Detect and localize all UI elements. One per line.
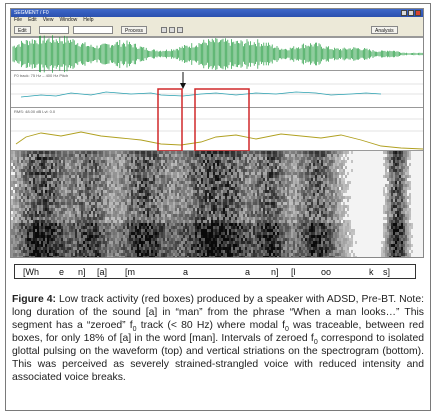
toolbar-field-1[interactable] [39,26,69,34]
segment-label: s] [383,267,391,277]
figure-caption: Figure 4: Low track activity (red boxes)… [12,293,424,384]
segment-label: k [369,267,374,277]
menu-item-edit[interactable]: Edit [28,17,37,23]
caption-text: was traceable, between red boxes, for on… [12,320,424,344]
arrow-down-icon [180,72,186,89]
segment-label: a [183,267,189,277]
power-panel-label: RMS: 48.00 dB Lvl: 0.0 [14,109,56,114]
toolbar-icon-2[interactable] [169,27,175,33]
red-box-left [157,88,183,152]
segment-label: n] [271,267,279,277]
segment-label: e [59,267,65,277]
segment-label: [l [291,267,296,277]
menu-bar: File Edit View Window Help [11,17,423,24]
menu-item-file[interactable]: File [14,17,23,23]
segment-transcription: [Wh e n] [a] [m a a n] [l oo k s] [14,264,416,279]
menu-item-help[interactable]: Help [83,17,94,23]
window-title: SEGMENT / F0 [14,10,49,16]
f0-panel-label: F0 track: 75 Hz – 400 Hz Pitch [14,73,69,78]
segment-label: n] [78,267,86,277]
toolbar-icon-1[interactable] [161,27,167,33]
minimize-button[interactable] [401,10,407,16]
toolbar-process-button[interactable]: Process [121,26,148,34]
segment-label: oo [321,267,332,277]
toolbar: Edit Process Analysis [11,24,423,37]
f0-track-line [20,91,382,98]
caption-text: correspond to isolated glottal pulsing o… [12,333,425,383]
window-titlebar: SEGMENT / F0 [11,9,423,17]
signal-panels [11,35,423,152]
caption-subscript: 0 [132,326,137,334]
caption-subscript: 0 [284,326,289,334]
segment-label: [a] [97,267,108,277]
menu-item-window[interactable]: Window [59,17,78,23]
analysis-window: SEGMENT / F0 File Edit View Window Help … [10,8,424,258]
maximize-button[interactable] [408,10,414,16]
menu-item-view[interactable]: View [42,17,54,23]
segment-label: [Wh [23,267,40,277]
power-track-line [15,131,423,150]
caption-text: track (< 80 Hz) where modal f [136,320,285,331]
toolbar-field-2[interactable] [73,26,113,34]
caption-subscript: 0 [313,339,318,347]
segment-label: a [245,267,251,277]
toolbar-analysis-button[interactable]: Analysis [371,26,398,34]
toolbar-edit-button[interactable]: Edit [14,26,31,34]
segment-label: [m [125,267,135,277]
close-button[interactable] [415,10,421,16]
spectrogram [11,151,423,257]
figure-label: Figure 4: [12,294,56,305]
caption-text: Low track activity (red boxes) produced … [12,294,424,331]
waveform-trace [12,35,423,73]
toolbar-icon-3[interactable] [177,27,183,33]
